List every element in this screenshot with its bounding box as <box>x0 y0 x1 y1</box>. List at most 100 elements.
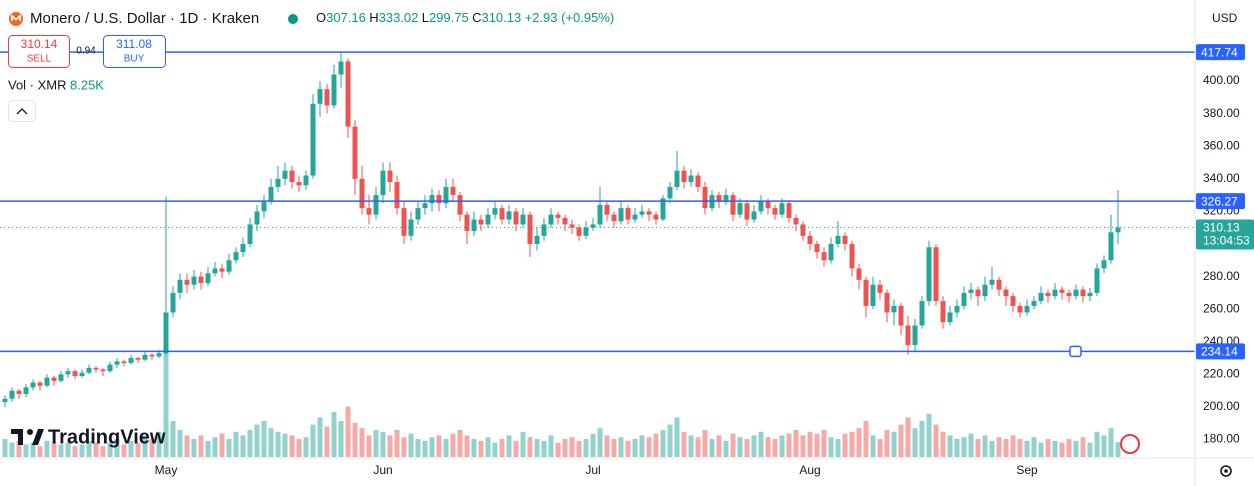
candle-body <box>702 186 708 209</box>
candle-body <box>597 204 603 225</box>
x-tick-label: Jul <box>585 463 600 477</box>
candle-body <box>625 208 631 220</box>
y-tick-label: 280.00 <box>1203 269 1240 283</box>
candle-body <box>387 170 393 183</box>
candle-body <box>583 227 589 236</box>
volume-bar <box>1080 437 1086 457</box>
candle-body <box>401 208 407 236</box>
volume-bar <box>23 444 29 457</box>
volume-bar <box>618 437 624 457</box>
candle-body <box>905 325 911 346</box>
price-label: 326.27 <box>1201 194 1238 208</box>
candle-body <box>534 235 540 244</box>
candle-body <box>499 208 505 220</box>
volume-bar <box>765 437 771 457</box>
volume-bar <box>219 433 225 457</box>
events-icon[interactable] <box>1120 434 1140 454</box>
volume-bar <box>576 440 582 457</box>
candle-body <box>800 224 806 236</box>
candle-body <box>163 312 169 354</box>
volume-bar <box>1073 440 1079 457</box>
collapse-button[interactable] <box>8 100 36 122</box>
candle-body <box>814 243 820 253</box>
volume-bar <box>366 435 372 457</box>
volume-bar <box>135 442 141 457</box>
volume-bar <box>499 439 505 457</box>
y-tick-label: 180.00 <box>1203 432 1240 446</box>
candle-body <box>415 208 421 220</box>
candle-body <box>177 279 183 293</box>
candle-body <box>184 279 190 285</box>
candle-body <box>604 204 610 215</box>
volume-bar <box>289 435 295 457</box>
candle-body <box>835 235 841 244</box>
volume-bar <box>478 440 484 457</box>
buy-button[interactable] <box>103 35 166 68</box>
volume-label: Vol · XMR <box>8 77 67 92</box>
candle-body <box>1052 289 1058 297</box>
buy-price: 311.08 <box>116 37 152 51</box>
y-tick-label: 260.00 <box>1203 301 1240 315</box>
candle-body <box>975 289 981 297</box>
volume-bar <box>933 424 939 457</box>
volume-bar <box>310 424 316 457</box>
candle-body <box>765 201 771 209</box>
volume-bar <box>387 435 393 457</box>
price-label-box <box>1196 44 1245 61</box>
price-label: 417.74 <box>1201 45 1238 59</box>
candle-body <box>429 195 435 204</box>
volume-bar <box>429 437 435 457</box>
candle-body <box>226 260 232 272</box>
volume-bar <box>191 439 197 457</box>
candle-body <box>982 284 988 297</box>
symbol-title[interactable]: Monero / U.S. Dollar · 1D · Kraken <box>30 10 259 27</box>
candle-body <box>1024 305 1030 313</box>
candle-body <box>646 211 652 215</box>
volume-bar <box>779 435 785 457</box>
volume-bar <box>170 421 176 457</box>
candle-body <box>485 214 491 225</box>
candle-body <box>919 301 925 326</box>
volume-bar <box>996 437 1002 457</box>
volume-bar <box>926 413 932 457</box>
x-tick-label: Sep <box>1016 463 1038 477</box>
volume-bar <box>534 439 540 457</box>
candle-body <box>1017 305 1023 313</box>
volume-bar <box>639 435 645 457</box>
candle-body <box>744 203 750 220</box>
volume-bar <box>275 431 281 457</box>
candle-body <box>996 279 1002 290</box>
ohlc-change: +2.93 (+0.95%) <box>525 10 615 25</box>
volume-bar <box>940 431 946 457</box>
sell-button[interactable] <box>8 35 70 68</box>
volume-bar <box>597 428 603 457</box>
market-status[interactable] <box>288 14 298 24</box>
logo-text: TradingView <box>48 426 166 448</box>
currency[interactable]: USD <box>1212 11 1238 25</box>
line-handle[interactable] <box>1069 345 1082 358</box>
volume-bar <box>555 442 561 457</box>
candle-body <box>408 219 414 236</box>
candle-body <box>289 170 295 183</box>
candle-body <box>240 243 246 253</box>
candle-body <box>541 224 547 236</box>
volume-bar <box>751 435 757 457</box>
volume-bar <box>569 437 575 457</box>
volume-bar <box>989 440 995 457</box>
coin-icon-mark <box>11 14 21 21</box>
candle-body <box>695 175 701 187</box>
candle-body <box>513 211 519 225</box>
candle-body <box>1003 289 1009 297</box>
y-tick-label: 340.00 <box>1203 171 1240 185</box>
volume-bar <box>352 422 358 457</box>
candle-body <box>37 382 43 386</box>
candle-body <box>142 354 148 360</box>
volume-bar <box>1052 440 1058 457</box>
candle-body <box>296 182 302 186</box>
settings-button[interactable] <box>1220 465 1232 477</box>
candle-body <box>807 235 813 244</box>
volume-bar <box>401 437 407 457</box>
volume-bar <box>1010 435 1016 457</box>
